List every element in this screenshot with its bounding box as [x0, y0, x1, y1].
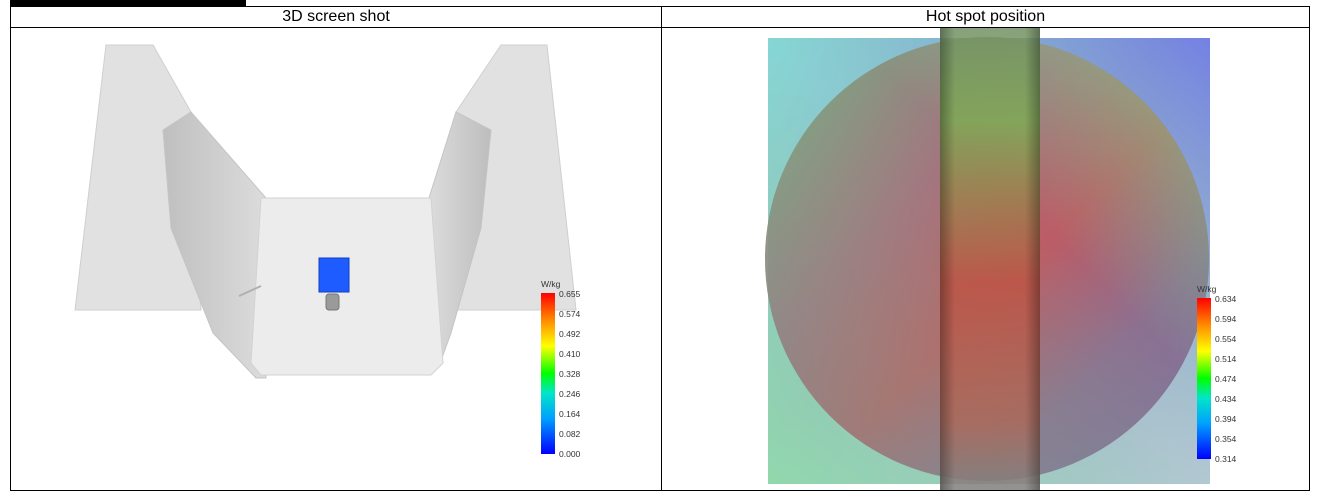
legend-tick: 0.410	[559, 349, 581, 359]
legend-tick: 0.492	[559, 329, 581, 339]
legend-tick: 0.354	[1215, 434, 1237, 444]
legend-tick: 0.246	[559, 389, 581, 399]
legend-tick: 0.514	[1215, 354, 1237, 364]
legend-tick: 0.164	[559, 409, 581, 419]
legend-unit: W/kg	[541, 279, 561, 289]
probe-tip	[325, 293, 340, 311]
legend-tick: 0.655	[559, 289, 581, 299]
legend-color-bar	[541, 293, 555, 454]
legend-tick: 0.594	[1215, 314, 1237, 324]
hotspot-image	[765, 28, 1210, 490]
column-header-3d: 3D screen shot	[10, 6, 662, 28]
legend-tick: 0.314	[1215, 454, 1237, 464]
phantom-left-wall	[162, 111, 267, 379]
legend-tick: 0.574	[559, 309, 581, 319]
results-table: 3D screen shot Hot spot position	[10, 6, 1310, 491]
phantom-left-flange	[74, 44, 202, 311]
sar-legend-hotspot: W/kg 0.634 0.594 0.554 0.514 0.474 0.434…	[1197, 284, 1257, 490]
column-header-hotspot: Hot spot position	[661, 6, 1310, 28]
legend-tick: 0.554	[1215, 334, 1237, 344]
cell-3d-screenshot: W/kg 0.655 0.574 0.492 0.410 0.328 0.246…	[10, 27, 662, 491]
cell-hotspot: W/kg 0.634 0.594 0.554 0.514 0.474 0.434…	[661, 27, 1310, 491]
legend-unit: W/kg	[1197, 284, 1217, 294]
legend-tick: 0.328	[559, 369, 581, 379]
sar-legend-3d: W/kg 0.655 0.574 0.492 0.410 0.328 0.246…	[541, 279, 601, 489]
phantom-3d-image	[74, 44, 577, 379]
legend-color-bar	[1197, 298, 1211, 459]
legend-tick: 0.634	[1215, 294, 1237, 304]
legend-tick: 0.474	[1215, 374, 1237, 384]
legend-tick: 0.000	[559, 449, 581, 459]
probe-block	[318, 257, 350, 293]
legend-tick: 0.082	[559, 429, 581, 439]
header-black-bar	[10, 0, 246, 6]
legend-tick: 0.434	[1215, 394, 1237, 404]
legend-tick: 0.394	[1215, 414, 1237, 424]
